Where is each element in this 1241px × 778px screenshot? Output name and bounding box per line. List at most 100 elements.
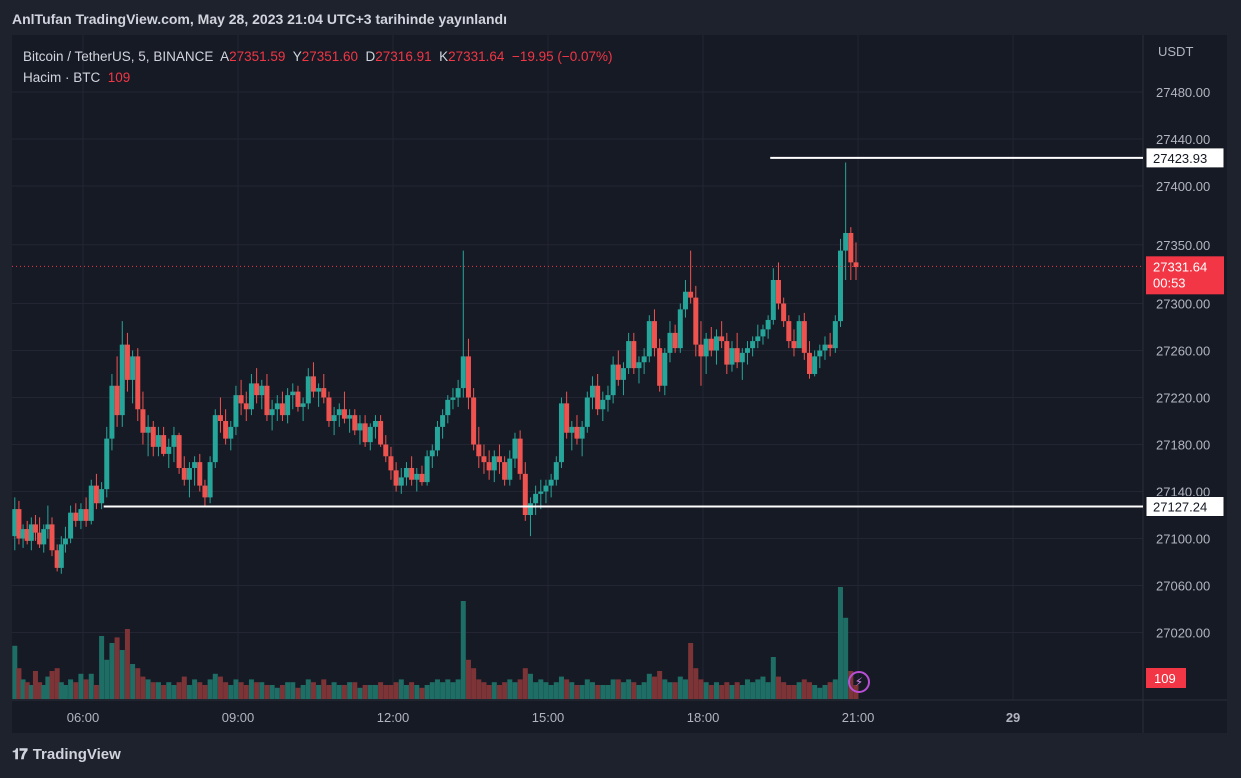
candle-body[interactable] — [507, 458, 513, 480]
candle-body[interactable] — [791, 341, 797, 349]
candle-body[interactable] — [533, 493, 539, 504]
candle-body[interactable] — [770, 280, 776, 320]
candle-body[interactable] — [610, 364, 616, 396]
candle-body[interactable] — [605, 395, 611, 400]
candle-body[interactable] — [698, 344, 704, 357]
candle-body[interactable] — [744, 348, 750, 353]
candle-body[interactable] — [755, 336, 761, 342]
candle-body[interactable] — [822, 344, 828, 351]
candle-body[interactable] — [104, 438, 110, 490]
candle-body[interactable] — [445, 399, 451, 416]
tradingview-logo[interactable]: 𝟏𝟕 TradingView — [12, 746, 121, 763]
candle-body[interactable] — [347, 415, 353, 419]
candle-body[interactable] — [512, 438, 518, 459]
candle-body[interactable] — [682, 291, 688, 310]
candle-body[interactable] — [109, 385, 115, 439]
candle-body[interactable] — [45, 524, 51, 530]
candle-body[interactable] — [517, 438, 523, 474]
candle-body[interactable] — [693, 297, 699, 345]
candle-body[interactable] — [367, 426, 373, 443]
candle-body[interactable] — [16, 509, 22, 539]
candle-body[interactable] — [171, 435, 177, 447]
candle-body[interactable] — [68, 512, 74, 539]
legend-symbol[interactable]: Bitcoin / TetherUS, 5, BINANCE — [23, 49, 214, 64]
candle-body[interactable] — [667, 332, 673, 353]
candle-body[interactable] — [124, 344, 130, 380]
candle-body[interactable] — [228, 426, 234, 439]
candle-body[interactable] — [28, 524, 34, 541]
candle-body[interactable] — [166, 446, 172, 454]
candle-body[interactable] — [32, 524, 38, 533]
candle-body[interactable] — [734, 348, 740, 363]
candle-body[interactable] — [440, 415, 446, 427]
candle-body[interactable] — [662, 352, 668, 386]
candle-body[interactable] — [579, 426, 585, 439]
candle-body[interactable] — [677, 309, 683, 349]
candle-body[interactable] — [615, 364, 621, 380]
candle-body[interactable] — [295, 391, 301, 407]
candle-body[interactable] — [83, 509, 89, 521]
candle-body[interactable] — [357, 423, 363, 431]
candle-body[interactable] — [543, 485, 549, 492]
candle-body[interactable] — [553, 462, 559, 480]
candle-body[interactable] — [290, 391, 296, 396]
candle-body[interactable] — [646, 321, 652, 357]
candle-body[interactable] — [78, 509, 84, 521]
candle-body[interactable] — [724, 341, 730, 365]
candle-body[interactable] — [419, 473, 425, 483]
candle-body[interactable] — [336, 409, 342, 416]
candle-body[interactable] — [207, 462, 213, 498]
candle-body[interactable] — [310, 376, 316, 392]
candle-body[interactable] — [264, 385, 270, 416]
candle-body[interactable] — [321, 388, 327, 398]
candle-body[interactable] — [248, 383, 254, 410]
candle-body[interactable] — [502, 462, 508, 480]
candle-body[interactable] — [202, 485, 208, 498]
candle-body[interactable] — [192, 462, 198, 468]
candle-body[interactable] — [161, 435, 167, 454]
candle-body[interactable] — [409, 468, 415, 480]
candle-body[interactable] — [300, 403, 306, 407]
candle-body[interactable] — [285, 395, 291, 416]
candle-body[interactable] — [37, 532, 43, 545]
candle-body[interactable] — [827, 344, 833, 349]
candle-body[interactable] — [584, 397, 590, 427]
candle-body[interactable] — [708, 338, 714, 351]
candle-body[interactable] — [58, 544, 64, 568]
candle-body[interactable] — [383, 444, 389, 457]
candle-body[interactable] — [217, 415, 223, 421]
candle-body[interactable] — [626, 341, 632, 369]
candle-body[interactable] — [781, 303, 787, 322]
candle-body[interactable] — [589, 385, 595, 398]
candle-body[interactable] — [403, 468, 409, 478]
candle-body[interactable] — [259, 385, 265, 396]
candle-body[interactable] — [481, 456, 487, 463]
candle-body[interactable] — [429, 450, 435, 457]
candle-body[interactable] — [352, 415, 358, 431]
candle-body[interactable] — [486, 462, 492, 471]
candle-body[interactable] — [558, 403, 564, 463]
flash-icon[interactable]: ⚡ — [848, 671, 870, 693]
candle-body[interactable] — [719, 336, 725, 342]
candle-body[interactable] — [212, 415, 218, 463]
candle-body[interactable] — [651, 321, 657, 349]
candle-body[interactable] — [465, 356, 471, 398]
candle-body[interactable] — [848, 233, 854, 263]
candle-body[interactable] — [150, 426, 156, 447]
candle-body[interactable] — [595, 385, 601, 410]
candle-body[interactable] — [636, 362, 642, 369]
candle-body[interactable] — [305, 376, 311, 404]
candle-body[interactable] — [274, 403, 280, 410]
candle-body[interactable] — [114, 385, 120, 416]
candle-body[interactable] — [476, 444, 482, 457]
candle-body[interactable] — [316, 388, 322, 392]
candle-body[interactable] — [765, 319, 771, 330]
candle-body[interactable] — [176, 435, 182, 468]
candle-body[interactable] — [279, 403, 285, 416]
candle-body[interactable] — [130, 356, 136, 380]
candle-body[interactable] — [760, 329, 766, 337]
candle-body[interactable] — [73, 512, 79, 521]
candle-body[interactable] — [817, 350, 823, 357]
candle-body[interactable] — [20, 529, 26, 539]
candle-body[interactable] — [641, 356, 647, 363]
